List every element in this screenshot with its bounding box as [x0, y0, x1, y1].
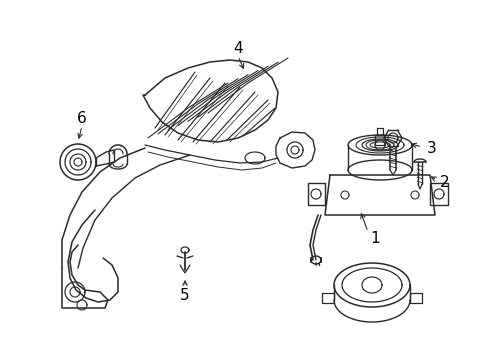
Text: 2: 2 — [439, 175, 449, 189]
Text: 1: 1 — [369, 230, 379, 246]
Text: 5: 5 — [180, 288, 189, 302]
Text: 6: 6 — [77, 111, 87, 126]
Text: 4: 4 — [233, 41, 243, 55]
Text: 3: 3 — [426, 140, 436, 156]
